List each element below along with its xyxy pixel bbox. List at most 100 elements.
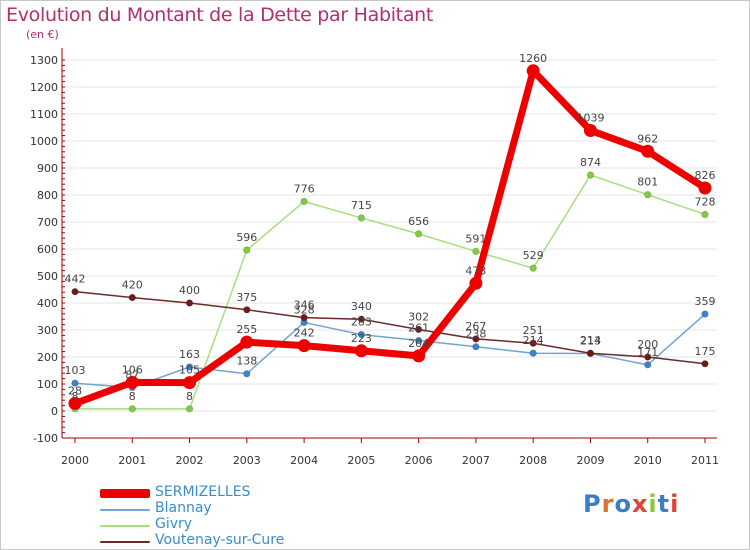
data-label: 267 (465, 320, 486, 333)
logo-letter: t (657, 490, 671, 518)
y-tick-label: 300 (37, 324, 58, 337)
y-tick-label: 400 (37, 297, 58, 310)
data-label: 400 (179, 284, 200, 297)
data-point (412, 349, 426, 363)
data-point (300, 197, 308, 206)
data-point (185, 363, 194, 371)
data-point (243, 306, 251, 314)
y-tick-label: -100 (33, 432, 58, 445)
y-tick-label: 500 (37, 270, 58, 283)
data-point (185, 405, 194, 413)
data-label: 138 (236, 355, 257, 368)
data-label: 340 (351, 300, 372, 313)
data-point (243, 370, 251, 378)
logo-letter: i (670, 490, 680, 518)
data-label: 251 (523, 324, 544, 337)
data-point (701, 210, 709, 219)
data-point (472, 343, 480, 351)
x-tick-label: 2011 (691, 454, 719, 467)
data-point (586, 349, 595, 357)
data-label: 106 (122, 363, 143, 376)
y-tick-label: 700 (37, 216, 58, 229)
data-label: 214 (523, 334, 544, 347)
data-point (644, 353, 652, 361)
data-label: 596 (236, 231, 257, 244)
data-label: 1260 (519, 52, 547, 65)
data-label: 255 (236, 323, 257, 336)
legend-swatch (100, 509, 150, 511)
data-point (240, 335, 254, 349)
logo-letter: o (614, 490, 632, 518)
data-point (472, 247, 480, 256)
series-layer (68, 64, 712, 413)
x-tick-label: 2003 (233, 454, 261, 467)
data-label: 962 (637, 132, 658, 145)
y-tick-label: 200 (37, 351, 58, 364)
data-label: 105 (179, 364, 200, 377)
logo-letter: i (648, 490, 658, 518)
data-point (701, 360, 709, 368)
data-point (357, 214, 365, 222)
logo-letter: x (631, 490, 649, 518)
data-label: 715 (351, 199, 372, 212)
x-tick-label: 2001 (118, 454, 146, 467)
data-point (183, 376, 197, 390)
y-tick-label: 100 (37, 378, 58, 391)
data-point (128, 405, 136, 413)
legend-label: SERMIZELLES (155, 484, 251, 500)
x-tick-label: 2000 (61, 454, 89, 467)
x-tick-label: 2007 (462, 454, 490, 467)
axis-layer: -100 0 100 200 300 400 500 600 700 800 900 1000 1100… (30, 48, 719, 467)
data-point (354, 344, 368, 358)
data-point (297, 339, 311, 353)
data-point (415, 336, 423, 345)
x-tick-label: 2010 (634, 454, 662, 467)
data-point (529, 349, 537, 357)
x-tick-label: 2009 (576, 454, 604, 467)
data-label: 87 (125, 369, 139, 382)
chart-subtitle: (en €) (26, 28, 59, 41)
y-tick-label: 1100 (30, 108, 58, 121)
data-label: 1039 (576, 111, 604, 124)
data-point (586, 171, 595, 179)
data-label: 302 (408, 310, 429, 323)
data-point (698, 181, 712, 195)
data-point (357, 315, 365, 323)
data-label: 242 (294, 327, 315, 340)
data-label: 473 (465, 264, 486, 277)
data-label: 8 (72, 390, 79, 403)
series-line-sermizelles (71, 67, 709, 407)
y-tick-label: 0 (51, 405, 58, 418)
data-label: 213 (580, 334, 601, 347)
legend-swatch (100, 541, 150, 543)
data-point (243, 246, 251, 254)
y-tick-label: 1300 (30, 54, 58, 67)
data-point (415, 230, 423, 238)
x-tick-label: 2006 (405, 454, 433, 467)
data-label: 28 (68, 384, 82, 397)
logo-letter: r (601, 490, 615, 518)
chart-title: Evolution du Montant de la Dette par Hab… (6, 4, 434, 26)
data-point (644, 361, 652, 369)
data-point (472, 335, 480, 343)
data-point (300, 313, 308, 322)
legend-label: Givry (155, 516, 193, 532)
data-label: 223 (351, 332, 372, 345)
data-point (71, 379, 79, 387)
data-label: 171 (637, 346, 658, 359)
data-label: 776 (294, 182, 315, 195)
data-point (357, 330, 365, 339)
data-label: 175 (695, 345, 716, 358)
data-point (529, 339, 537, 347)
legend-label: Blannay (155, 500, 212, 516)
data-point (128, 294, 136, 302)
data-point (415, 325, 423, 334)
data-label: 801 (637, 176, 658, 189)
y-tick-label: 800 (37, 189, 58, 202)
data-label: 375 (236, 291, 257, 304)
y-tick-label: 900 (37, 162, 58, 175)
data-point (644, 191, 652, 199)
data-label: 238 (465, 328, 486, 341)
